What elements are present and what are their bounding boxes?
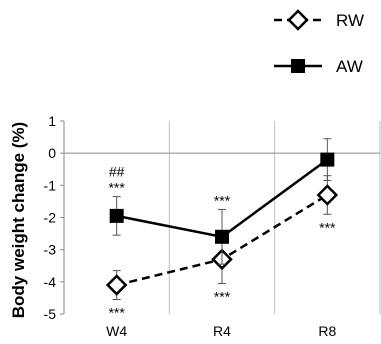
legend-label: RW bbox=[336, 11, 364, 30]
data-point bbox=[105, 274, 128, 296]
y-tick-label: 0 bbox=[48, 145, 56, 161]
legend: RW AW bbox=[274, 9, 364, 76]
significance-marker: *** bbox=[214, 192, 231, 208]
significance-marker: *** bbox=[108, 180, 125, 196]
significance-marker: *** bbox=[319, 219, 336, 235]
y-axis-label: Body weight change (%) bbox=[9, 122, 28, 318]
y-tick-label: -3 bbox=[44, 242, 57, 258]
significance-marker: *** bbox=[214, 288, 231, 304]
y-tick-label: -5 bbox=[44, 306, 57, 322]
grid-layer bbox=[168, 121, 381, 314]
y-tick-label: -2 bbox=[44, 210, 57, 226]
legend-marker bbox=[291, 59, 305, 73]
axis-layer: 1 0 -1 -2 -3 -4 -5 W4 R4 R8 bbox=[44, 113, 380, 339]
significance-marker: ## bbox=[109, 164, 125, 180]
y-tick-label: -1 bbox=[44, 177, 57, 193]
x-tick-label: R8 bbox=[318, 323, 336, 339]
legend-marker bbox=[287, 9, 309, 31]
legend-item-aw: AW bbox=[274, 57, 363, 76]
y-tick-label: -4 bbox=[44, 274, 57, 290]
annotation-layer: *********##****** bbox=[108, 164, 336, 321]
legend-item-rw: RW bbox=[274, 9, 364, 31]
y-tick-label: 1 bbox=[48, 113, 56, 129]
x-tick-label: R4 bbox=[213, 323, 231, 339]
series-aw bbox=[109, 138, 335, 265]
series-layer bbox=[105, 138, 339, 301]
x-tick-label: W4 bbox=[106, 323, 127, 339]
data-point bbox=[215, 229, 229, 244]
data-point bbox=[320, 152, 335, 167]
data-point bbox=[109, 208, 124, 223]
significance-marker: *** bbox=[108, 305, 125, 321]
data-point bbox=[316, 184, 339, 206]
legend-label: AW bbox=[336, 57, 363, 76]
